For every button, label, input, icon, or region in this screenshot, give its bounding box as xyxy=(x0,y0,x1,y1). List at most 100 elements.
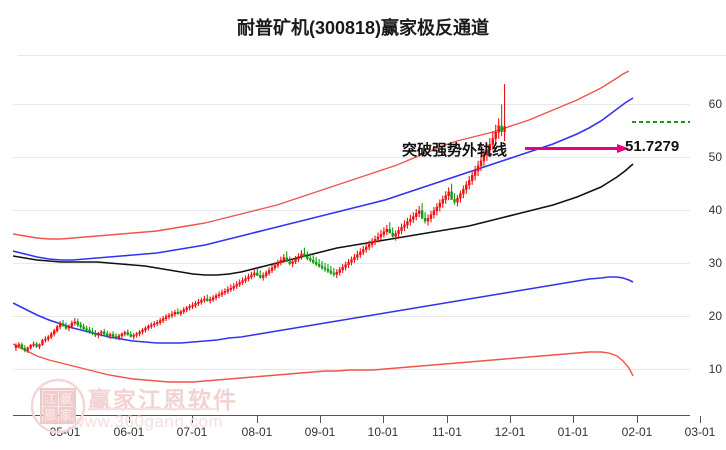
annotation-label: 突破强势外轨线 xyxy=(402,142,508,159)
candle-body xyxy=(253,272,256,276)
candle-body xyxy=(214,295,218,299)
candle-body xyxy=(250,274,253,278)
candle-body xyxy=(388,228,391,234)
candle-body xyxy=(50,333,53,338)
candle-body xyxy=(176,312,180,314)
x-axis-label: 05-01 xyxy=(49,425,81,439)
x-axis-label: 12-01 xyxy=(494,425,526,439)
candle-body xyxy=(235,284,238,287)
candle-body xyxy=(494,131,497,139)
candle-body xyxy=(335,272,338,275)
candle-body xyxy=(26,347,29,351)
candle-body xyxy=(132,334,135,337)
candle-body xyxy=(400,227,403,231)
candle-body xyxy=(503,126,506,132)
candle-body xyxy=(61,323,65,326)
candle-body xyxy=(350,259,353,263)
candle-body xyxy=(459,193,462,199)
x-axis-label: 02-01 xyxy=(621,425,653,439)
candle-body xyxy=(500,125,503,132)
candle-body xyxy=(108,334,112,337)
candle-body xyxy=(312,260,315,263)
candle-body xyxy=(282,257,286,261)
candle-body xyxy=(91,331,94,334)
candle-body xyxy=(482,154,486,162)
y-axis-label-10: 10 xyxy=(708,362,722,376)
candle-body xyxy=(97,332,100,336)
plot-area[interactable] xyxy=(13,60,690,415)
candle-body xyxy=(70,322,74,327)
candle-body xyxy=(332,272,336,275)
candle-body xyxy=(76,321,79,326)
candle-body xyxy=(303,253,306,257)
candle-body xyxy=(179,311,182,314)
candle-body xyxy=(344,264,347,268)
candle-body xyxy=(123,332,127,335)
candle-body xyxy=(409,218,412,222)
candle-body xyxy=(29,344,32,349)
candle-body xyxy=(435,206,439,212)
candle-body xyxy=(67,325,71,329)
candle-body xyxy=(294,258,297,262)
x-axis-tick xyxy=(573,416,574,423)
candle-body xyxy=(353,256,356,260)
candle-body xyxy=(264,272,268,276)
candle-body xyxy=(270,267,274,271)
candle-body xyxy=(379,234,383,238)
candle-body xyxy=(244,278,247,281)
candle-body xyxy=(376,236,380,240)
candle-body xyxy=(370,241,374,245)
candle-body xyxy=(359,251,362,255)
candle-body xyxy=(479,160,483,167)
candle-body xyxy=(44,338,47,341)
candle-body xyxy=(476,165,480,172)
x-axis-tick xyxy=(320,416,321,423)
candle-body xyxy=(147,325,150,329)
inner-lower-band xyxy=(13,276,634,344)
candle-body xyxy=(20,344,24,349)
candle-body xyxy=(444,195,447,200)
candle-body xyxy=(170,313,174,316)
candle-body xyxy=(209,299,212,302)
outer-upper-band xyxy=(13,70,630,240)
candle-body xyxy=(417,210,421,214)
candle-body xyxy=(191,305,194,307)
candle-body xyxy=(412,216,415,220)
candle-body xyxy=(426,218,430,222)
candle-body xyxy=(397,230,400,234)
candle-body xyxy=(323,267,327,270)
candle-body xyxy=(415,213,418,217)
candlestick-series xyxy=(14,84,506,353)
candle-body xyxy=(450,191,453,200)
candle-body xyxy=(52,330,56,335)
y-axis-label-60: 60 xyxy=(708,97,722,111)
candle-body xyxy=(150,324,153,327)
candle-body xyxy=(326,268,330,272)
candle-body xyxy=(406,221,409,226)
candle-body xyxy=(217,294,221,297)
candle-body xyxy=(447,191,450,196)
candle-body xyxy=(188,306,191,309)
candle-body xyxy=(211,297,215,300)
candle-body xyxy=(465,184,468,190)
x-axis-tick xyxy=(65,416,66,423)
candle-body xyxy=(17,344,21,347)
candle-body xyxy=(23,348,26,351)
x-axis-tick xyxy=(637,416,638,423)
title-divider xyxy=(18,55,726,56)
candle-body xyxy=(320,265,324,269)
y-axis-label-20: 20 xyxy=(708,309,722,323)
candle-body xyxy=(226,289,230,292)
x-axis-tick xyxy=(192,416,193,423)
center-line xyxy=(13,163,634,276)
candle-body xyxy=(291,261,294,264)
candle-body xyxy=(394,233,397,237)
candle-body xyxy=(38,344,41,347)
x-axis-label: 09-01 xyxy=(304,425,336,439)
candle-body xyxy=(329,270,333,274)
x-axis-tick xyxy=(510,416,511,423)
candle-body xyxy=(276,262,280,266)
x-axis-tick xyxy=(257,416,258,423)
candle-body xyxy=(309,258,312,261)
candle-body xyxy=(364,246,368,250)
